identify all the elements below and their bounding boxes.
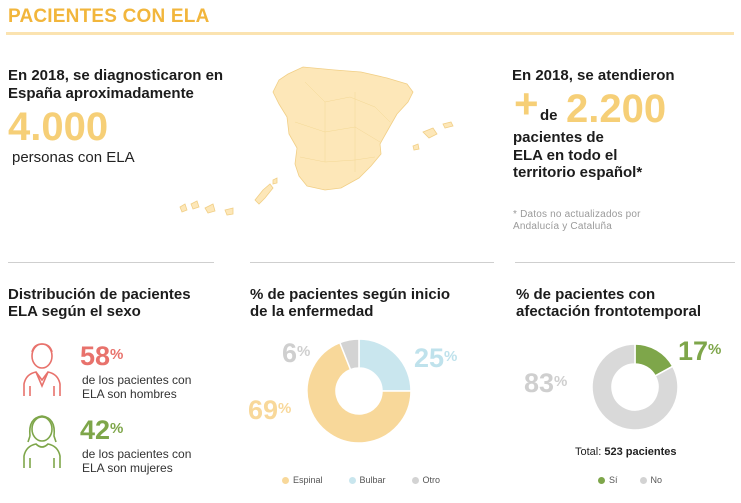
canary-4 [224,207,234,216]
onset-bulbar-unit: % [444,348,458,365]
onset-bulbar-value: 25 [414,343,445,373]
fronto-label-si: 17% [678,337,721,365]
men-percent-unit: % [110,346,124,363]
onset-otro-value: 6 [282,338,298,368]
fronto-si-unit: % [708,341,722,358]
onset-label-bulbar: 25% [414,344,457,372]
spain-map [179,66,454,216]
fronto-no-value: 83 [524,368,555,398]
women-caption-2: ELA son mujeres [82,461,173,475]
fronto-si-value: 17 [678,336,709,366]
sex-heading-2: ELA según el sexo [8,303,141,320]
onset-espinal-unit: % [278,400,292,417]
onset-donut-chart [306,338,412,444]
legend-espinal-dot [282,476,289,484]
legend-otro-label: Otro [422,475,441,485]
fronto-total-value: 523 pacientes [604,446,677,458]
slice-no [591,343,679,431]
page-title: PACIENTES CON ELA [8,6,210,27]
fronto-no-unit: % [554,373,568,390]
legend-espinal-label: Espinal [293,475,323,485]
women-percent-value: 42 [80,415,111,445]
balearic-ibiza [412,143,420,151]
de-word: de [540,107,558,124]
fronto-donut-chart [591,343,679,431]
legend-otro-dot [411,476,419,484]
attended-sub-2: ELA en todo el [513,147,618,164]
legend-bulbar-dot [348,476,356,484]
legend-otro: Otro [411,475,441,485]
fronto-legend: Sí No [598,475,662,485]
canary-1 [179,203,188,213]
onset-heading-1: % de pacientes según inicio [250,286,451,303]
legend-si: Sí [598,475,618,485]
woman-icon [23,415,61,468]
onset-legend: Espinal Bulbar Otro [282,475,440,485]
peninsula-shape [272,66,414,191]
slice-bulbar [358,338,412,392]
diagnosed-sub: personas con ELA [12,149,135,166]
diagnosed-number: 4.000 [8,105,109,149]
title-divider [6,32,734,35]
men-caption-2: ELA son hombres [82,387,177,401]
fronto-label-no: 83% [524,369,567,397]
legend-espinal: Espinal [282,475,323,485]
balearic-mallorca [422,127,438,139]
onset-label-espinal: 69% [248,396,291,424]
legend-bulbar: Bulbar [348,475,386,485]
canary-6 [272,177,278,185]
balearic-menorca [442,121,454,129]
divider-fronto [515,262,735,263]
onset-otro-unit: % [297,343,311,360]
fronto-heading-2: afectación frontotemporal [516,303,702,320]
legend-no-dot [639,476,647,484]
men-percent: 58% [80,342,123,370]
men-caption-1: de los pacientes con [82,373,192,387]
divider-onset [250,262,494,263]
attended-sub-1: pacientes de [513,129,604,146]
slice-espinal [306,341,412,444]
fronto-heading-1: % de pacientes con [516,286,656,303]
footnote-1: * Datos no actualizados por [513,209,641,220]
plus-sign: + [514,80,539,127]
legend-no: No [639,475,663,485]
legend-bulbar-label: Bulbar [359,475,386,485]
attended-heading: En 2018, se atendieron [512,67,675,84]
footnote-2: Andalucía y Cataluña [513,221,613,232]
canary-3 [204,203,216,214]
legend-no-label: No [650,475,663,485]
women-caption-1: de los pacientes con [82,447,192,461]
fronto-total: Total: 523 pacientes [575,446,677,458]
man-icon [23,343,61,396]
fronto-total-label: Total: [575,446,602,458]
sex-heading-1: Distribución de pacientes [8,286,191,303]
attended-sub-3: territorio español* [513,164,643,181]
attended-number: 2.200 [566,87,667,131]
canary-2 [190,200,200,210]
men-percent-value: 58 [80,341,111,371]
onset-label-otro: 6% [282,339,310,367]
women-percent: 42% [80,416,123,444]
legend-si-dot [598,476,605,484]
divider-sex [8,262,214,263]
diagnosed-heading: En 2018, se diagnosticaron en España apr… [8,67,224,102]
legend-si-label: Sí [609,475,618,485]
women-percent-unit: % [110,420,124,437]
canary-5 [254,183,274,205]
slice-otro [338,338,360,371]
onset-espinal-value: 69 [248,395,279,425]
onset-heading-2: de la enfermedad [250,303,374,320]
